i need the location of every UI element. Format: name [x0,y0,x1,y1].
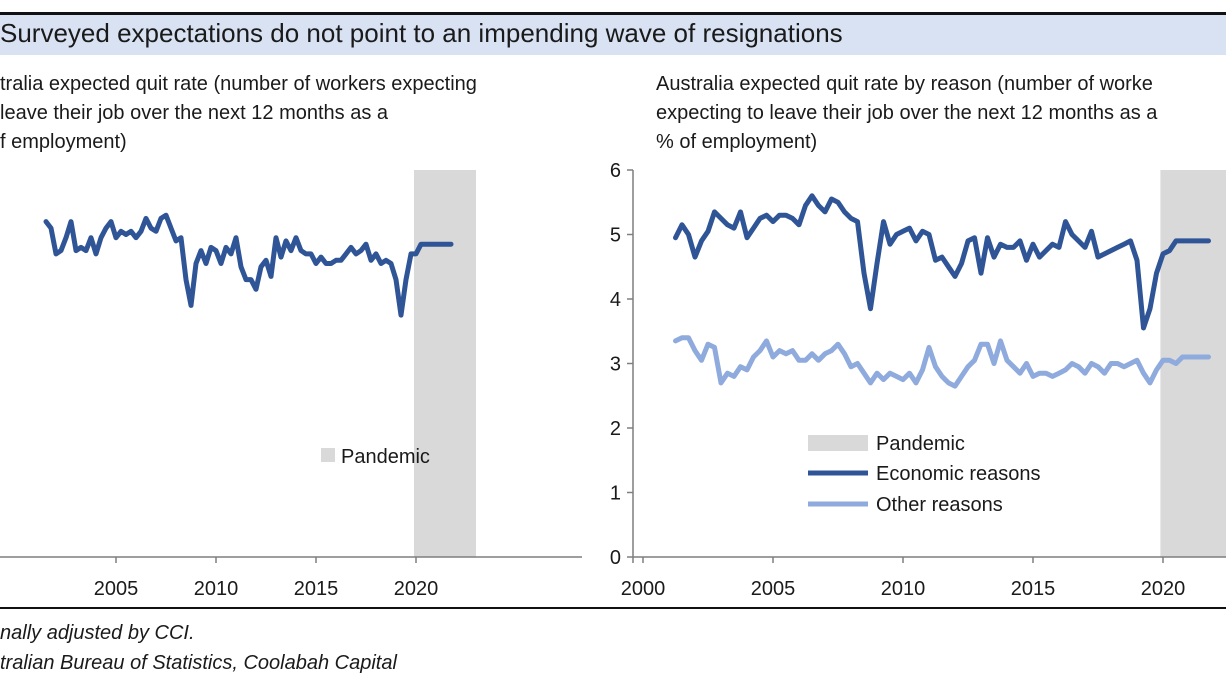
left-subtitle-line-2: leave their job over the next 12 months … [0,102,389,124]
economic-reasons-series-line [673,193,1211,331]
left-subtitle-line-3: f employment) [0,131,127,153]
legend-pandemic-label: Pandemic [341,446,430,468]
left-pandemic-band [414,170,476,557]
x-tick-label-2010: 2010 [194,578,239,600]
x-tick-label-2000: 2000 [621,578,666,600]
x-tick-label-2020: 2020 [394,578,439,600]
x-tick-label-2005: 2005 [751,578,796,600]
x-tick-label-2015: 2015 [1011,578,1056,600]
right-chart-subtitle: Australia expected quit rate by reason (… [656,70,1226,157]
y-tick-label-2: 2 [610,418,621,440]
figure-title: Surveyed expectations do not point to an… [0,18,843,48]
footer-rule [0,607,1226,609]
right-subtitle-line-3: % of employment) [656,131,818,153]
legend-label-2: Other reasons [876,494,1003,516]
x-tick-label-2010: 2010 [881,578,926,600]
y-tick-label-3: 3 [610,354,621,376]
y-tick-label-5: 5 [610,225,621,247]
left-chart [0,170,582,563]
y-tick-label-1: 1 [610,483,621,505]
right-chart [627,169,1226,563]
legend-label-0: Pandemic [876,433,965,455]
left-quit-rate-series-line [43,212,454,318]
footnote-adjustment: nally adjusted by CCI. [0,622,195,644]
y-tick-label-6: 6 [610,160,621,182]
left-chart-subtitle: tralia expected quit rate (number of wor… [0,70,560,157]
legend-pandemic-swatch [808,435,868,451]
top-rule [0,12,1226,15]
x-tick-label-2015: 2015 [294,578,339,600]
y-tick-label-0: 0 [610,547,621,569]
legend-label-1: Economic reasons [876,463,1041,485]
title-band [0,15,1226,55]
x-tick-label-2020: 2020 [1141,578,1186,600]
right-subtitle-line-1: Australia expected quit rate by reason (… [656,73,1153,95]
left-subtitle-line-1: tralia expected quit rate (number of wor… [0,73,477,95]
right-pandemic-band [1160,170,1226,557]
other-reasons-series-line [673,335,1211,389]
x-tick-label-2005: 2005 [94,578,139,600]
legend-pandemic-swatch [321,448,335,462]
footnote-source: tralian Bureau of Statistics, Coolabah C… [0,652,397,674]
y-tick-label-4: 4 [610,289,621,311]
right-subtitle-line-2: expecting to leave their job over the ne… [656,102,1158,124]
